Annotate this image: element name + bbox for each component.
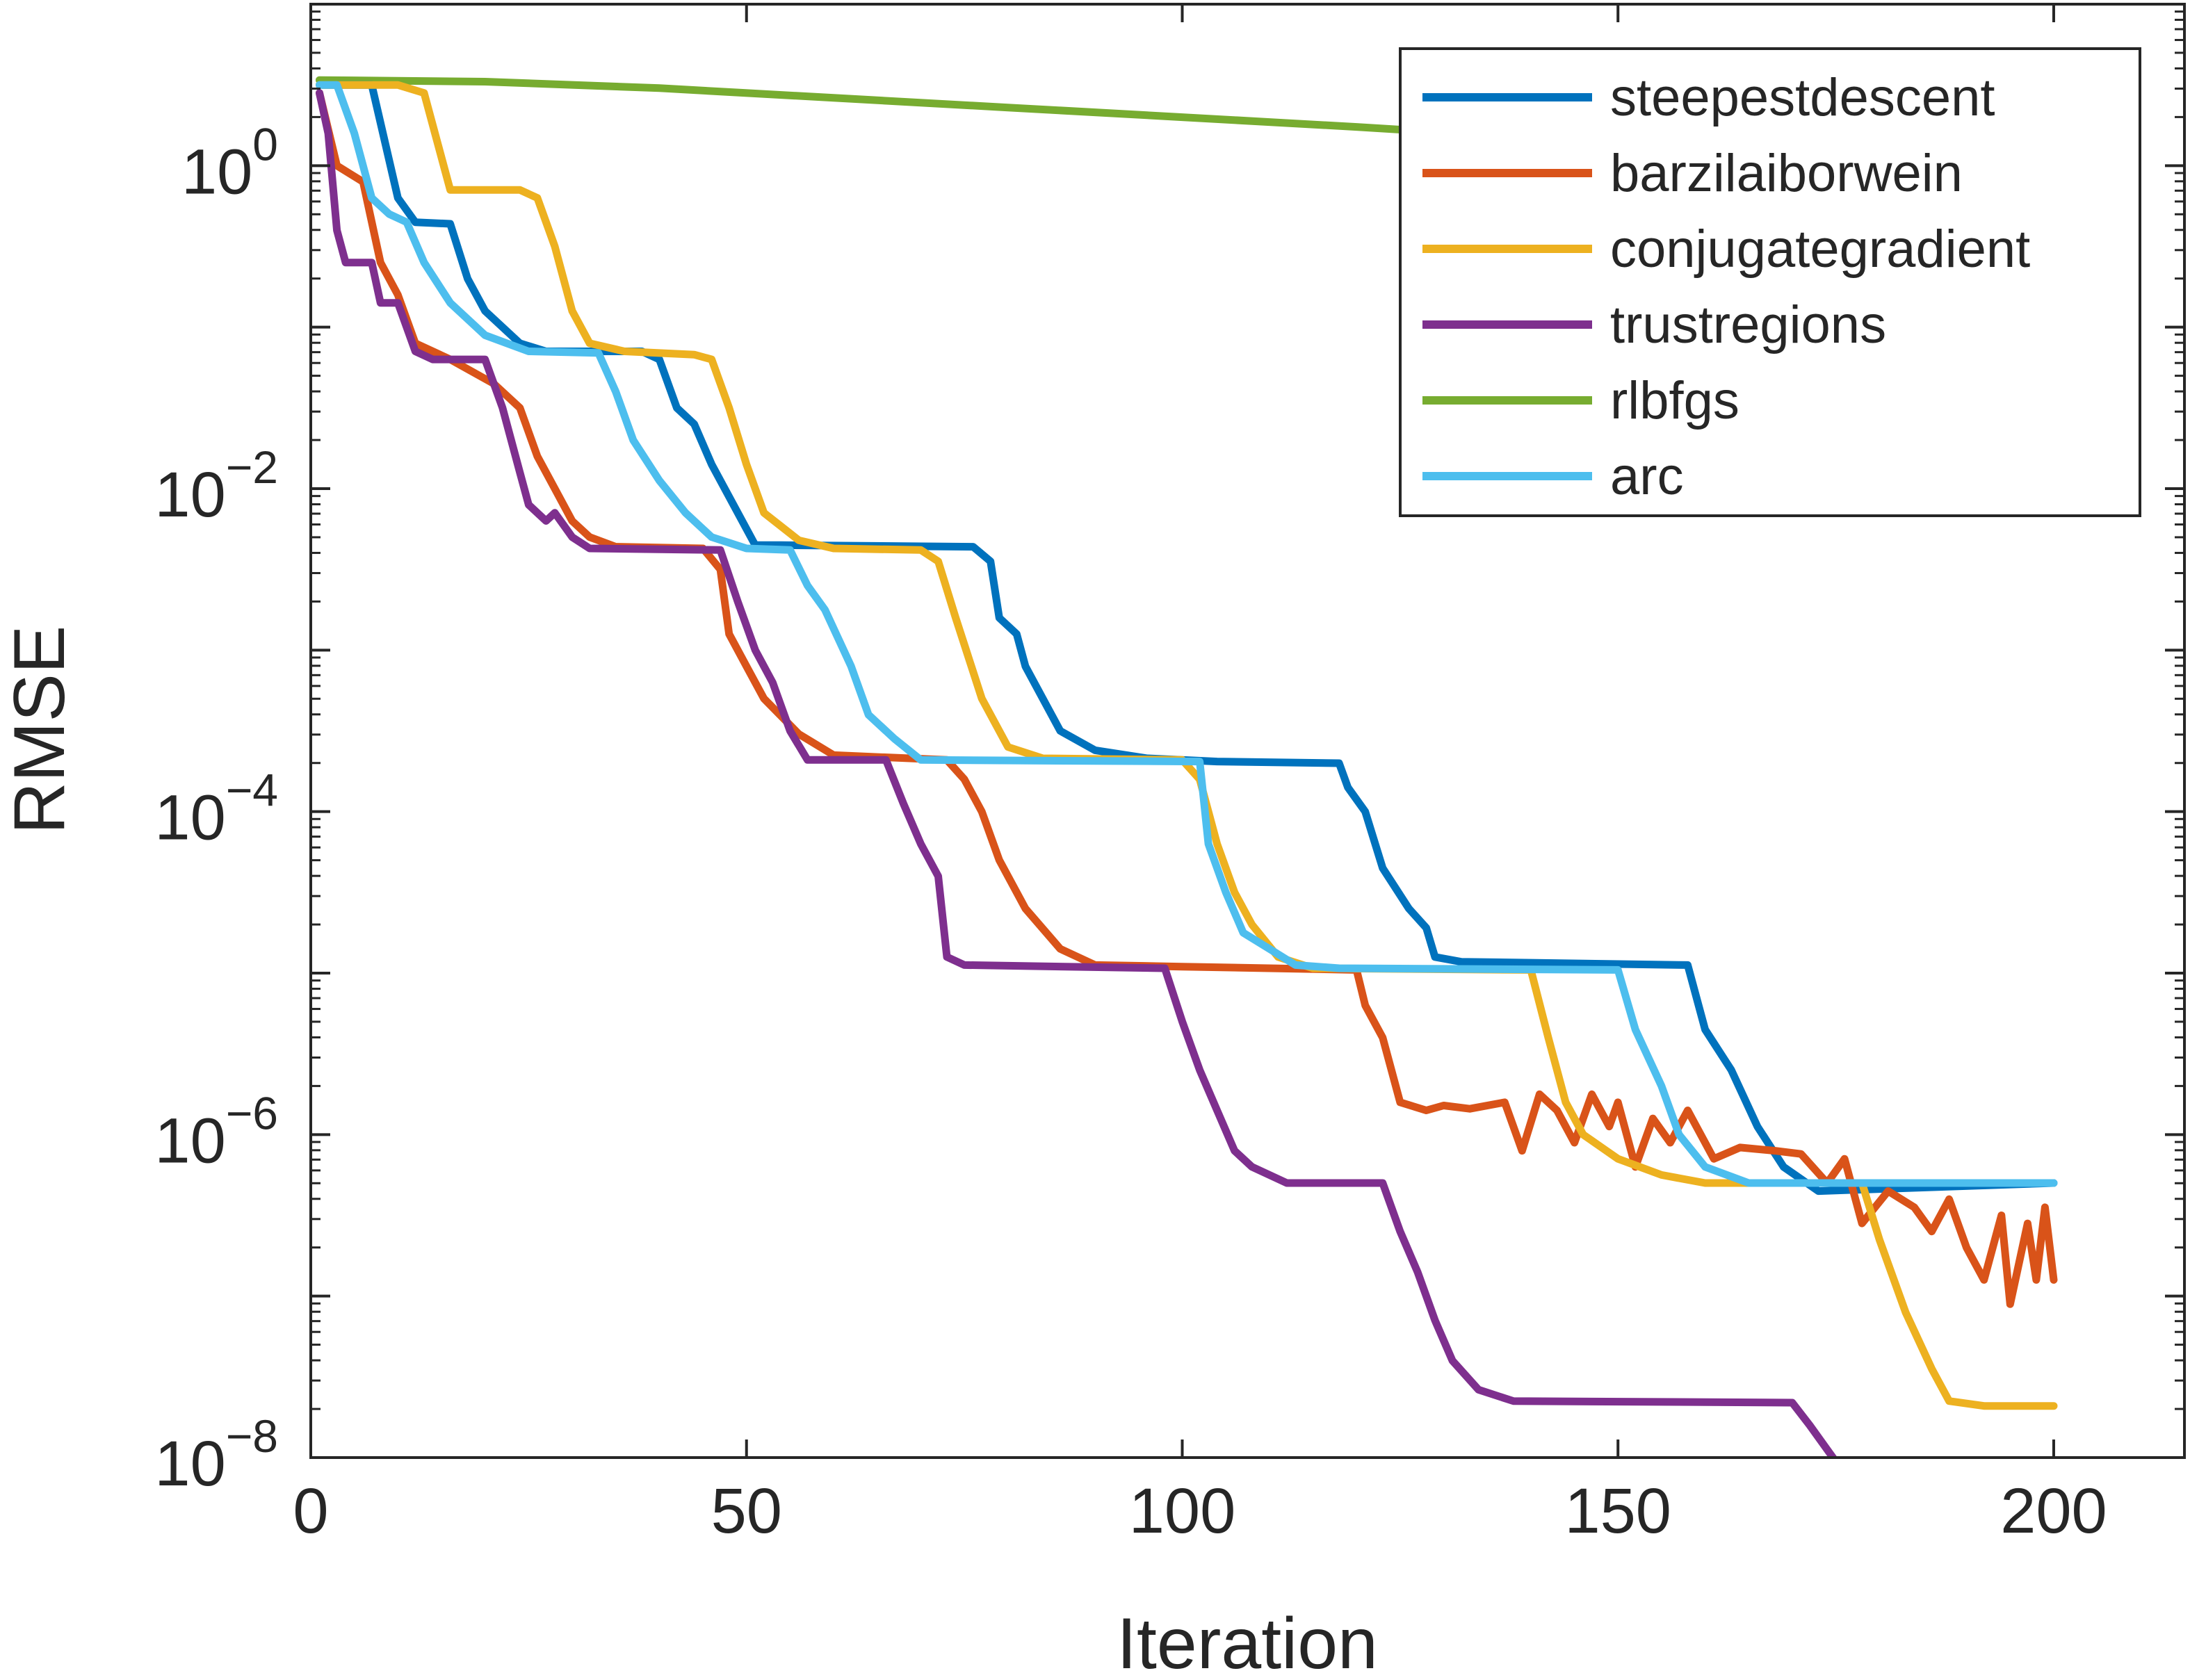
x-tick-label: 0	[293, 1476, 328, 1547]
y-tick-label: 10−6	[154, 1087, 278, 1176]
legend-label-steepestdescent: steepestdescent	[1610, 68, 1995, 127]
axes-frame	[309, 3, 2186, 1459]
legend: steepestdescent barzilaiborwein conjugateg…	[1399, 47, 2141, 517]
x-tick-label: 100	[1129, 1476, 1236, 1547]
x-tick-label: 150	[1564, 1476, 1671, 1547]
series-line-rlbfgs	[316, 76, 1430, 154]
series-line-conjugategradient	[316, 81, 2058, 1410]
legend-label-arc: arc	[1610, 447, 1684, 506]
legend-label-conjugategradient: conjugategradient	[1610, 220, 2030, 279]
y-tick-label: 10−8	[154, 1410, 278, 1499]
y-tick-label: 10−4	[154, 765, 278, 854]
series-layer	[316, 76, 2058, 1458]
series-line-steepestdescent	[316, 81, 2058, 1196]
series-line-trustregions	[316, 89, 1838, 1458]
legend-box	[1399, 47, 2141, 517]
y-axis-label: RMSE	[0, 626, 80, 834]
legend-label-barzilaiborwein: barzilaiborwein	[1610, 144, 1963, 203]
tick-layer: 0 50 100 150 200 10−8 10−6 10−4 10−2 100	[154, 3, 2184, 1547]
legend-label-trustregions: trustregions	[1610, 295, 1886, 354]
legend-items: steepestdescent barzilaiborwein conjugateg…	[1422, 68, 2030, 506]
y-tick-label: 10−2	[154, 441, 278, 530]
series-line-barzilaiborwein	[316, 89, 2058, 1308]
legend-label-rlbfgs: rlbfgs	[1610, 371, 1739, 430]
x-tick-label: 50	[711, 1476, 782, 1547]
x-tick-label: 200	[2000, 1476, 2107, 1547]
y-tick-label: 100	[181, 118, 278, 207]
series-line-arc	[316, 81, 2058, 1187]
x-axis-label: Iteration	[1117, 1604, 1378, 1680]
